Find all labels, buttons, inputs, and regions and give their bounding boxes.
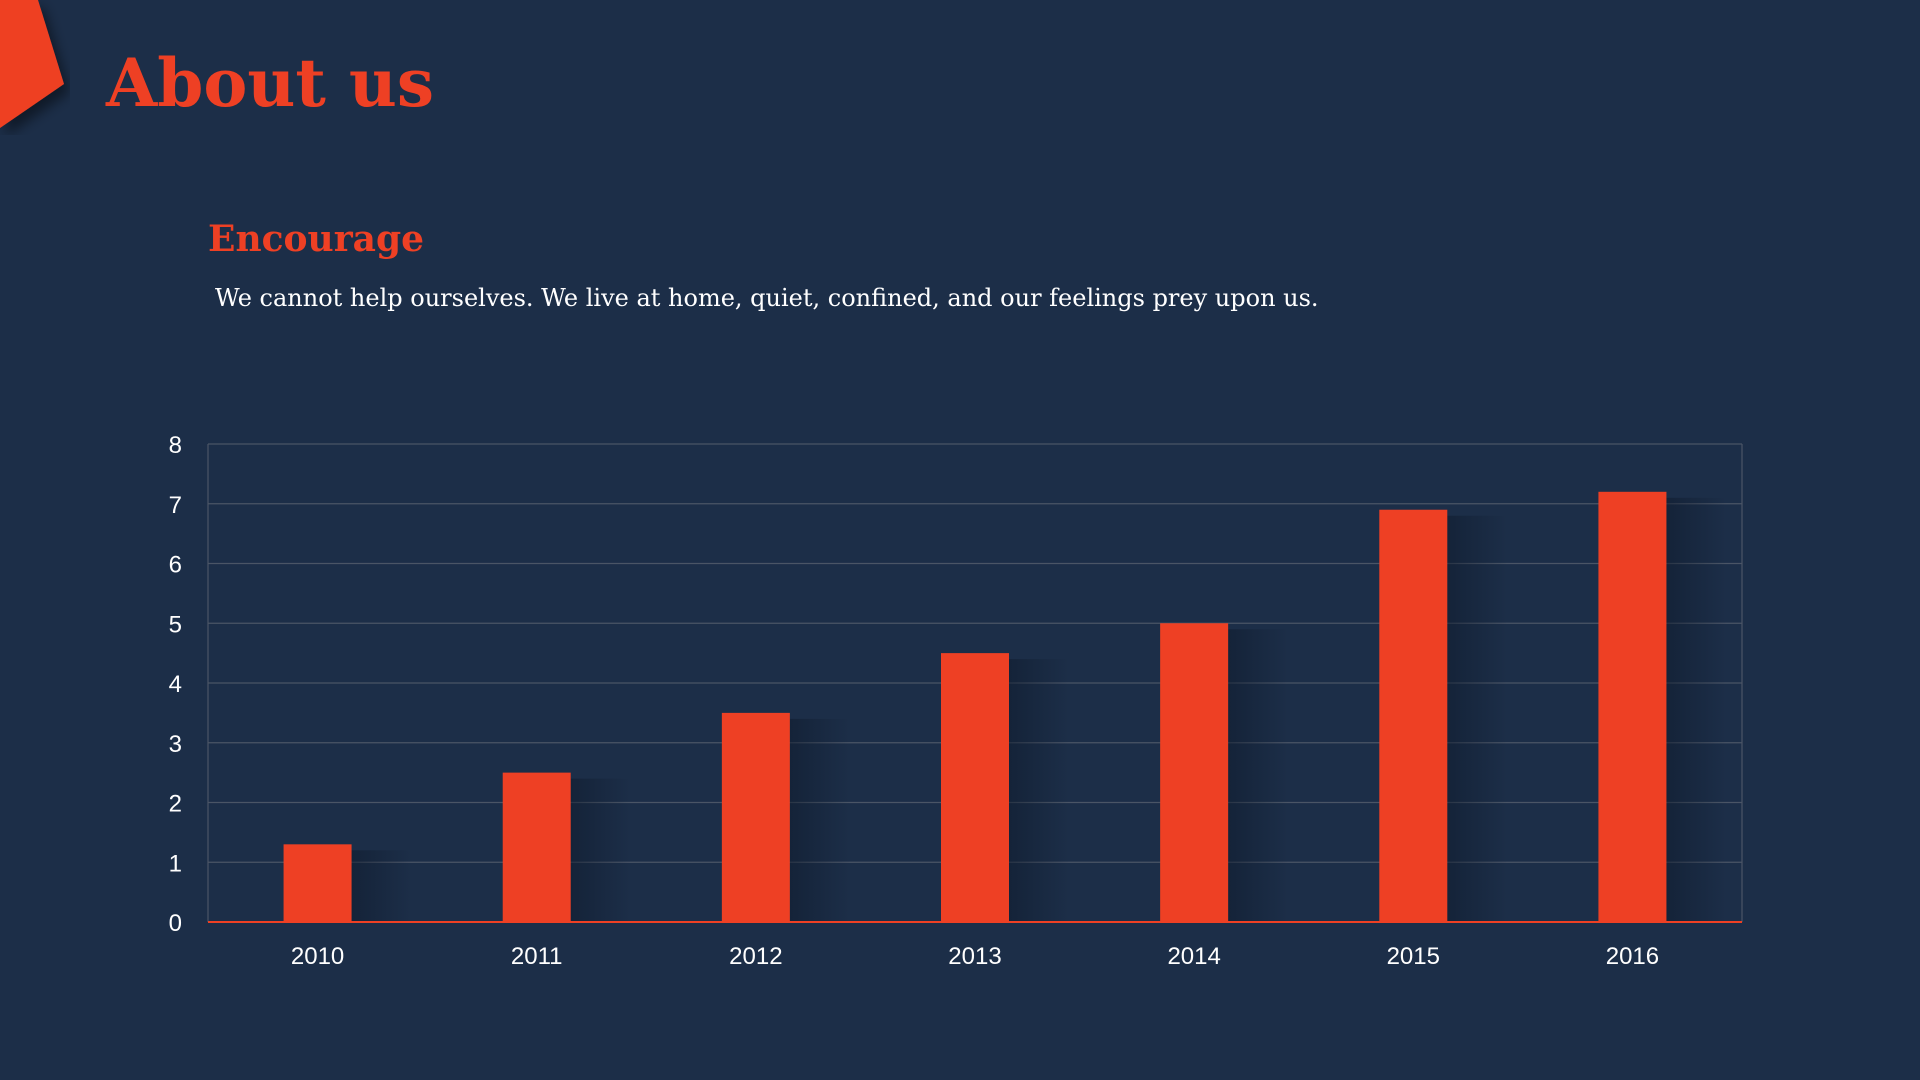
y-tick-label: 3	[169, 731, 182, 758]
x-tick-label: 2015	[1387, 943, 1440, 970]
x-tick-label: 2016	[1606, 943, 1659, 970]
bar-shadow	[1228, 629, 1289, 922]
x-axis-tick-labels: 2010 2011 2012 2013 2014 2015 2016	[291, 943, 1659, 970]
corner-accent-shape	[0, 0, 64, 128]
bar-shadow	[570, 778, 631, 922]
y-tick-label: 8	[169, 432, 182, 459]
bars	[283, 491, 1667, 922]
y-tick-label: 4	[169, 671, 182, 698]
bar-2010	[283, 844, 352, 922]
section-heading: Encourage	[208, 218, 425, 260]
x-tick-label: 2014	[1167, 943, 1220, 970]
x-tick-label: 2010	[291, 943, 344, 970]
bar-2012	[721, 712, 790, 922]
bar-2016	[1598, 491, 1667, 922]
y-tick-label: 5	[169, 611, 182, 638]
y-tick-label: 0	[169, 910, 182, 937]
bar-2011	[502, 772, 571, 922]
x-tick-label: 2013	[948, 943, 1001, 970]
bar-shadow	[1009, 659, 1069, 922]
x-tick-label: 2011	[511, 943, 563, 970]
y-tick-label: 7	[169, 492, 182, 519]
y-tick-label: 1	[169, 850, 182, 877]
x-tick-label: 2012	[729, 943, 782, 970]
bar-2015	[1379, 509, 1448, 922]
y-tick-label: 6	[169, 552, 182, 579]
page-title: About us	[106, 44, 434, 122]
bar-shadow	[1447, 515, 1508, 922]
bar-shadow	[351, 850, 412, 922]
y-axis-tick-labels: 0 1 2 3 4 5 6 7 8	[169, 432, 182, 937]
y-tick-label: 2	[169, 791, 182, 818]
bar-shadows	[351, 497, 1727, 922]
bar-shadow	[1666, 497, 1727, 922]
axes	[207, 444, 1743, 923]
bar-2013	[941, 653, 1009, 922]
bar-shadow	[789, 718, 850, 922]
bar-2014	[1160, 623, 1229, 922]
body-text: We cannot help ourselves. We live at hom…	[215, 284, 1319, 312]
